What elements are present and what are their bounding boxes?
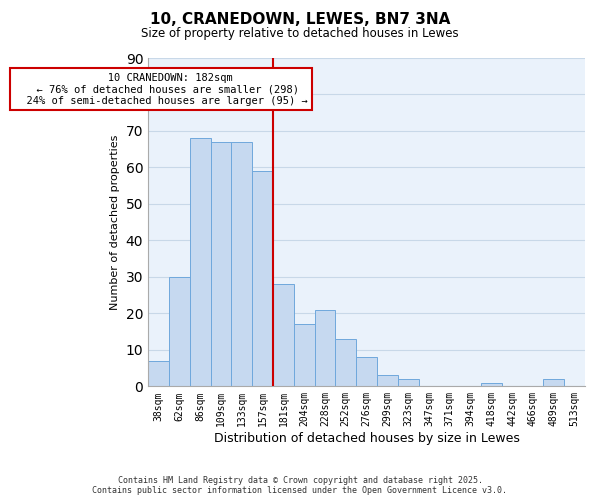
Bar <box>169 277 190 386</box>
X-axis label: Distribution of detached houses by size in Lewes: Distribution of detached houses by size … <box>214 432 520 445</box>
Bar <box>314 310 335 386</box>
Text: Size of property relative to detached houses in Lewes: Size of property relative to detached ho… <box>141 28 459 40</box>
Y-axis label: Number of detached properties: Number of detached properties <box>110 134 120 310</box>
Bar <box>294 324 314 386</box>
Bar <box>356 357 377 386</box>
Bar <box>377 376 398 386</box>
Text: 10 CRANEDOWN: 182sqm
  ← 76% of detached houses are smaller (298)
  24% of semi-: 10 CRANEDOWN: 182sqm ← 76% of detached h… <box>14 72 308 106</box>
Bar <box>190 138 211 386</box>
Bar <box>481 382 502 386</box>
Bar <box>211 142 232 386</box>
Text: 10, CRANEDOWN, LEWES, BN7 3NA: 10, CRANEDOWN, LEWES, BN7 3NA <box>150 12 450 28</box>
Bar <box>335 339 356 386</box>
Text: Contains HM Land Registry data © Crown copyright and database right 2025.
Contai: Contains HM Land Registry data © Crown c… <box>92 476 508 495</box>
Bar <box>544 379 564 386</box>
Bar <box>398 379 419 386</box>
Bar <box>273 284 294 386</box>
Bar <box>232 142 252 386</box>
Bar <box>252 171 273 386</box>
Bar <box>148 361 169 386</box>
